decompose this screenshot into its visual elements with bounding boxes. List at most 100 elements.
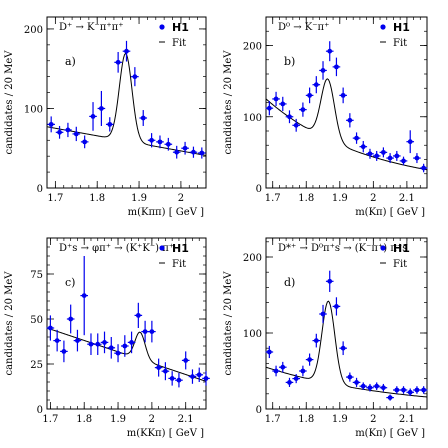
data-marker — [394, 153, 400, 159]
y-tick-label: 100 — [24, 104, 43, 115]
data-point — [379, 383, 388, 392]
data-point — [419, 386, 428, 394]
y-tick-label: 0 — [256, 405, 262, 416]
x-tick-label: 1.7 — [47, 193, 63, 204]
plot-frame — [46, 16, 207, 189]
data-point — [97, 90, 106, 126]
data-marker — [387, 395, 393, 400]
data-marker — [124, 48, 129, 54]
data-point — [89, 102, 97, 131]
data-marker — [387, 155, 393, 161]
data-point — [399, 156, 408, 166]
data-marker — [340, 345, 346, 351]
plot-frame — [46, 237, 207, 410]
legend-fit-label: Fit — [172, 38, 186, 49]
data-point — [319, 304, 327, 324]
data-point — [198, 147, 206, 159]
data-point — [372, 382, 381, 390]
data-point — [285, 377, 294, 387]
data-point — [172, 145, 181, 159]
fit-curve — [265, 300, 428, 398]
data-marker — [320, 311, 326, 317]
y-tick-label: 75 — [30, 270, 43, 281]
data-point — [55, 125, 64, 139]
data-marker — [182, 145, 188, 151]
data-point — [154, 358, 163, 377]
panel-label: c) — [65, 276, 75, 289]
data-marker — [421, 165, 427, 171]
data-point — [139, 110, 148, 126]
panel-4: 1.7 1.8 1.9 2 2.1 0 100 200 m(Kπ) [ GeV ] candida… — [223, 237, 428, 439]
data-point — [107, 337, 116, 359]
data-point — [60, 340, 68, 363]
data-point — [188, 369, 197, 384]
y-axis-label: candidates / 20 MeV — [223, 50, 234, 155]
data-point — [100, 331, 109, 354]
y-tick-label: 100 — [243, 113, 262, 124]
data-point — [419, 163, 428, 173]
fit-curve — [265, 78, 428, 171]
data-marker — [132, 74, 138, 80]
data-marker — [102, 340, 107, 345]
data-marker — [307, 357, 313, 362]
data-point — [80, 135, 89, 149]
panel-label: b) — [284, 55, 295, 68]
x-tick-label: 1.8 — [298, 414, 314, 425]
data-marker — [107, 121, 113, 127]
data-point — [346, 372, 354, 382]
data-point — [189, 146, 198, 158]
data-marker — [280, 364, 286, 370]
y-axis-label: candidates / 20 MeV — [4, 271, 15, 376]
data-point — [181, 141, 189, 155]
data-marker — [347, 374, 353, 380]
data-point — [80, 256, 89, 336]
data-marker — [199, 150, 205, 156]
data-point — [73, 329, 82, 352]
data-point — [272, 91, 280, 107]
data-point — [332, 297, 341, 316]
data-point — [64, 122, 72, 138]
data-point — [406, 130, 415, 154]
data-marker — [367, 385, 373, 391]
data-point — [66, 304, 75, 334]
data-marker — [287, 114, 292, 120]
data-marker — [163, 368, 168, 374]
x-axis-label: m(KKπ) [ GeV ] — [127, 428, 204, 439]
x-axis-label: m(Kπ) [ GeV ] — [355, 207, 425, 218]
legend-data-label: H1 — [393, 21, 410, 34]
panel-title: D⁺ → K⁻π⁺π⁺ — [59, 22, 123, 33]
data-marker — [81, 293, 87, 298]
data-point — [346, 113, 354, 128]
data-marker — [156, 365, 162, 370]
data-marker — [108, 345, 114, 351]
fit-curve — [46, 327, 207, 382]
data-marker — [273, 96, 279, 102]
data-point — [339, 341, 347, 356]
data-marker — [266, 105, 272, 111]
x-tick-label: 1.7 — [265, 193, 281, 204]
data-point — [379, 147, 388, 158]
data-marker — [54, 338, 60, 343]
panel-title: D⁰ → K⁻π⁺ — [278, 22, 329, 33]
data-marker — [367, 151, 373, 157]
data-marker — [407, 139, 413, 145]
data-marker — [98, 106, 104, 111]
data-marker — [354, 135, 359, 141]
data-point — [352, 132, 361, 144]
y-tick-label: 100 — [243, 329, 262, 340]
data-marker — [340, 92, 346, 98]
data-point — [386, 153, 394, 164]
data-marker — [320, 68, 326, 73]
data-marker — [360, 144, 366, 150]
data-marker — [334, 64, 339, 70]
legend-fit-label: Fit — [393, 38, 407, 49]
data-point — [359, 382, 368, 390]
data-marker — [90, 114, 96, 119]
data-point — [299, 102, 307, 117]
legend-marker — [380, 24, 386, 30]
data-point — [114, 344, 122, 363]
data-point — [339, 87, 347, 104]
data-marker — [75, 338, 80, 343]
data-point — [292, 118, 300, 132]
